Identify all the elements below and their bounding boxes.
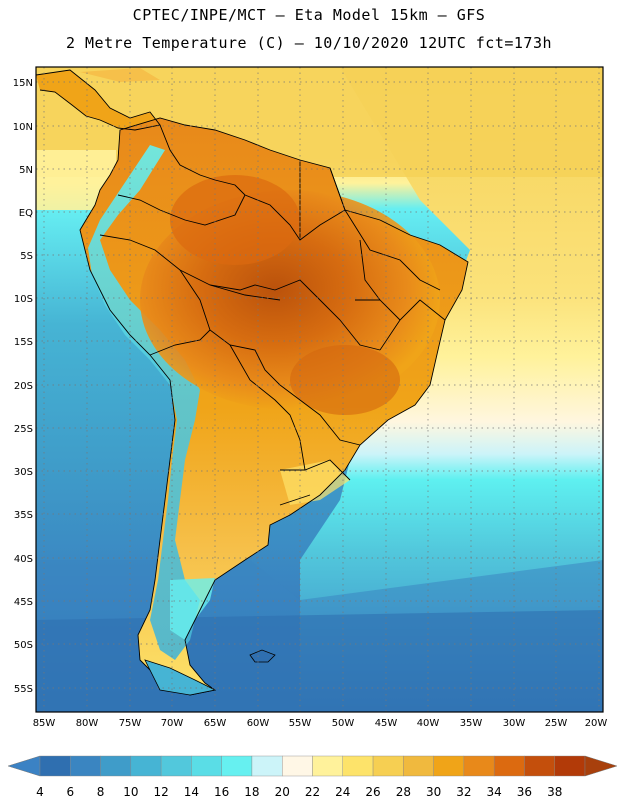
colorbar-label: 14 bbox=[184, 785, 199, 799]
lon-label: 20W bbox=[585, 718, 608, 729]
lon-label: 65W bbox=[204, 718, 227, 729]
colorbar-label: 32 bbox=[456, 785, 471, 799]
map-gridlines bbox=[36, 67, 603, 712]
lon-label: 80W bbox=[76, 718, 99, 729]
lat-label: 10N bbox=[13, 122, 33, 133]
colorbar-swatch bbox=[524, 755, 555, 777]
patagonia-cool-area bbox=[170, 578, 215, 640]
colorbar-label: 16 bbox=[214, 785, 229, 799]
hot-core-southeast bbox=[290, 345, 400, 415]
lon-label: 55W bbox=[289, 718, 312, 729]
lon-label: 35W bbox=[460, 718, 483, 729]
lon-label: 70W bbox=[161, 718, 184, 729]
colorbar: 4 6 8 10 12 14 16 18 20 22 24 26 28 30 32 34 36 38 bbox=[7, 755, 618, 799]
lat-label: 10S bbox=[14, 294, 33, 305]
colorbar-swatch bbox=[251, 755, 283, 777]
map-area bbox=[36, 67, 603, 712]
chart-title-line-1: CPTEC/INPE/MCT – Eta Model 15km – GFS bbox=[132, 6, 486, 24]
colorbar-label: 6 bbox=[66, 785, 74, 799]
colorbar-swatch bbox=[433, 755, 465, 777]
lat-label: 30S bbox=[14, 467, 33, 478]
colorbar-label: 12 bbox=[153, 785, 168, 799]
lat-label: 20S bbox=[14, 381, 33, 392]
colorbar-label: 24 bbox=[335, 785, 350, 799]
lat-label: 45S bbox=[14, 597, 33, 608]
lat-label: 5N bbox=[19, 165, 33, 176]
colorbar-swatch bbox=[312, 755, 343, 777]
lon-label: 75W bbox=[119, 718, 142, 729]
colorbar-label: 4 bbox=[36, 785, 44, 799]
lat-label: 40S bbox=[14, 554, 33, 565]
colorbar-label: 8 bbox=[97, 785, 105, 799]
colorbar-right-arrow bbox=[584, 755, 618, 777]
colorbar-label: 18 bbox=[244, 785, 259, 799]
colorbar-swatch bbox=[100, 755, 132, 777]
central-america-land bbox=[36, 70, 160, 130]
lon-label: 60W bbox=[247, 718, 270, 729]
colorbar-left-arrow bbox=[7, 755, 41, 777]
colorbar-swatch bbox=[493, 755, 525, 777]
colorbar-label: 26 bbox=[365, 785, 380, 799]
colorbar-swatch bbox=[160, 755, 192, 777]
lon-label: 30W bbox=[503, 718, 526, 729]
caribbean-islands-land bbox=[80, 68, 160, 82]
lat-label: 50S bbox=[14, 640, 33, 651]
colorbar-label: 36 bbox=[517, 785, 532, 799]
colorbar-swatch bbox=[342, 755, 374, 777]
colorbar-swatch bbox=[554, 755, 586, 777]
lon-label: 45W bbox=[375, 718, 398, 729]
map-frame bbox=[35, 66, 604, 713]
lat-label: 5S bbox=[20, 251, 33, 262]
colorbar-swatch bbox=[282, 755, 313, 777]
lat-label: 15S bbox=[14, 337, 33, 348]
atlantic-ocean-field bbox=[300, 67, 603, 712]
uruguay-mild-area bbox=[280, 460, 350, 505]
colorbar-label: 20 bbox=[275, 785, 290, 799]
lon-label: 40W bbox=[417, 718, 440, 729]
lon-label: 25W bbox=[545, 718, 568, 729]
colorbar-label: 28 bbox=[396, 785, 411, 799]
lon-label: 85W bbox=[33, 718, 56, 729]
lat-label: 35S bbox=[14, 510, 33, 521]
colorbar-label: 22 bbox=[305, 785, 320, 799]
colorbar-swatch bbox=[221, 755, 253, 777]
hot-core-amazon bbox=[170, 175, 300, 265]
colorbar-label: 10 bbox=[123, 785, 138, 799]
colorbar-swatch bbox=[70, 755, 101, 777]
colorbar-swatch bbox=[463, 755, 495, 777]
colorbar-swatch bbox=[403, 755, 434, 777]
lat-label: 25S bbox=[14, 424, 33, 435]
colorbar-swatch bbox=[191, 755, 222, 777]
southern-ocean-deep-field bbox=[36, 610, 603, 712]
lat-label: 55S bbox=[14, 684, 33, 695]
lat-label: EQ bbox=[19, 208, 33, 219]
lon-label: 50W bbox=[332, 718, 355, 729]
colorbar-swatch bbox=[130, 755, 162, 777]
colorbar-label: 38 bbox=[547, 785, 562, 799]
andes-cold-strip bbox=[88, 145, 200, 660]
colorbar-label: 30 bbox=[426, 785, 441, 799]
lat-label: 15N bbox=[13, 78, 33, 89]
colorbar-swatch bbox=[372, 755, 404, 777]
colorbar-swatch bbox=[39, 755, 71, 777]
falkland-islands bbox=[249, 649, 276, 663]
colorbar-label: 34 bbox=[487, 785, 502, 799]
chart-title-line-2: 2 Metre Temperature (C) – 10/10/2020 12U… bbox=[65, 34, 553, 52]
